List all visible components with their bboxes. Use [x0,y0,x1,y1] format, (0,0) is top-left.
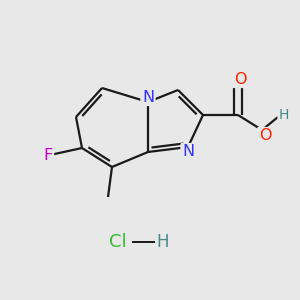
Text: H: H [279,108,289,122]
Text: Cl: Cl [109,233,127,251]
Text: N: N [142,89,154,104]
Text: N: N [182,145,194,160]
Text: O: O [234,71,246,86]
Text: H: H [157,233,169,251]
Text: F: F [44,148,52,163]
Text: O: O [259,128,271,143]
